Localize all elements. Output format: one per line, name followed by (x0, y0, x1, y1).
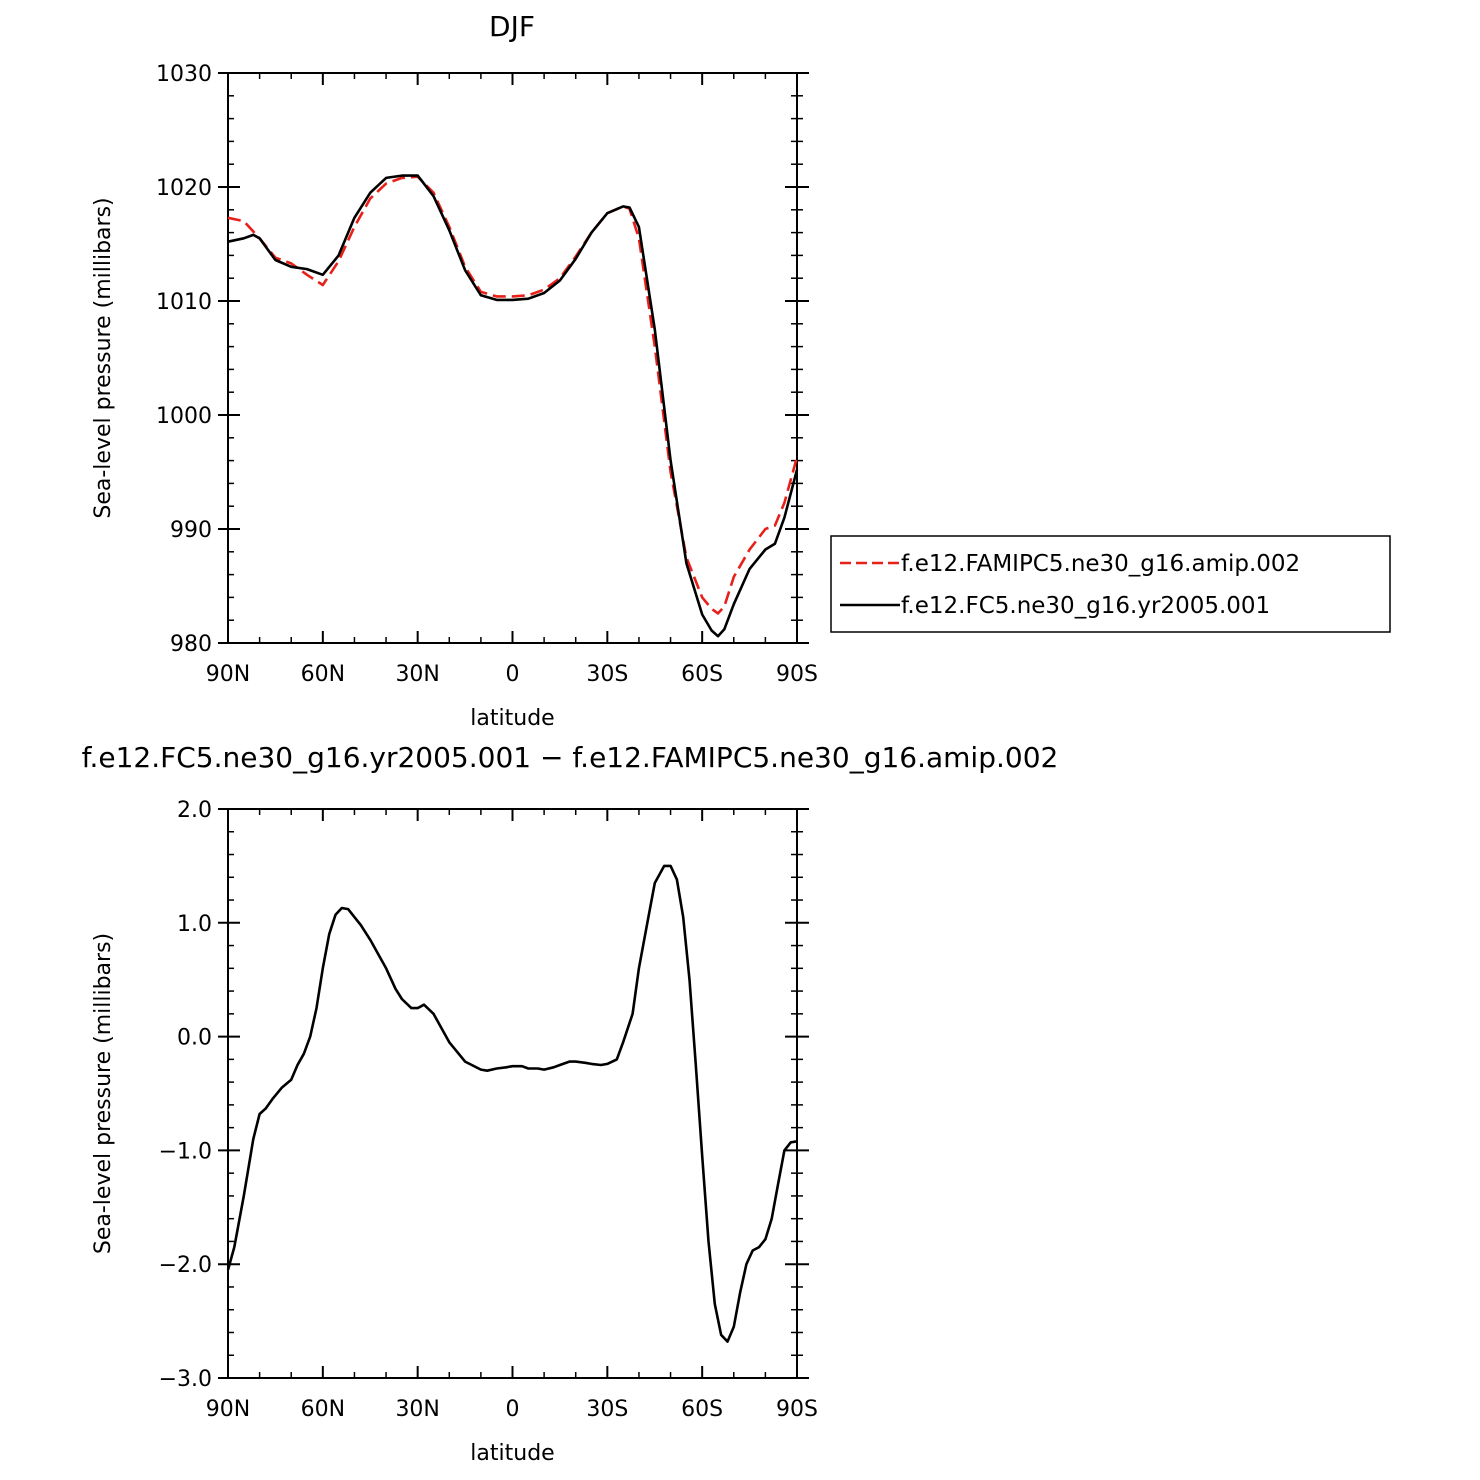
y-tick-label: 2.0 (177, 798, 212, 823)
x-tick-label: 60N (301, 1397, 345, 1422)
x-axis-label: latitude (470, 706, 554, 731)
x-tick-label: 60N (301, 662, 345, 687)
chart-panel-bottom: 90N 60N 30N 0 30S 60S 90S −3.0 −2.0 −1.0 0.0 1.0 2.0… (82, 741, 1059, 1466)
y-tick-label: 990 (170, 518, 212, 543)
legend-box (830, 535, 1391, 633)
x-tick-label: 90N (206, 662, 250, 687)
series-line (227, 175, 799, 615)
x-tick-label: 30S (586, 662, 628, 687)
y-axis-label: Sea-level pressure (millibars) (91, 933, 116, 1254)
x-tick-label: 90S (776, 662, 818, 687)
legend-entry-label: f.e12.FAMIPC5.ne30_g16.amip.002 (901, 551, 1300, 577)
x-tick-label: 30N (395, 662, 439, 687)
y-tick-label: 1.0 (177, 912, 212, 937)
y-tick-label: −2.0 (159, 1253, 212, 1278)
x-tick-label: 90N (206, 1397, 250, 1422)
chart-panel-top: 90N 60N 30N 0 30S 60S 90S 980 990 1000 1010 1020 103… (91, 10, 818, 731)
y-tick-label: 1010 (156, 290, 212, 315)
x-tick-label: 60S (681, 1397, 723, 1422)
y-tick-label: −3.0 (159, 1367, 212, 1392)
x-axis-label: latitude (470, 1441, 554, 1466)
legend-entry-label: f.e12.FC5.ne30_g16.yr2005.001 (901, 593, 1270, 619)
y-tick-label: 1020 (156, 176, 212, 201)
chart-title: f.e12.FC5.ne30_g16.yr2005.001 − f.e12.FA… (82, 741, 1059, 774)
y-axis-label: Sea-level pressure (millibars) (91, 197, 116, 518)
y-tick-label: 0.0 (177, 1026, 212, 1051)
series-line (227, 174, 799, 638)
x-tick-label: 0 (506, 1397, 520, 1422)
x-tick-label: 30S (586, 1397, 628, 1422)
y-tick-label: 1000 (156, 404, 212, 429)
x-tick-label: 90S (776, 1397, 818, 1422)
x-tick-label: 60S (681, 662, 723, 687)
x-tick-label: 30N (395, 1397, 439, 1422)
y-tick-label: −1.0 (159, 1139, 212, 1164)
series-line (226, 864, 798, 1343)
chart-title: DJF (489, 10, 535, 43)
y-tick-label: 1030 (156, 62, 212, 87)
chart-legend: f.e12.FAMIPC5.ne30_g16.amip.002 f.e12.FC5… (830, 535, 1391, 633)
x-tick-label: 0 (506, 662, 520, 687)
y-tick-label: 980 (170, 632, 212, 657)
